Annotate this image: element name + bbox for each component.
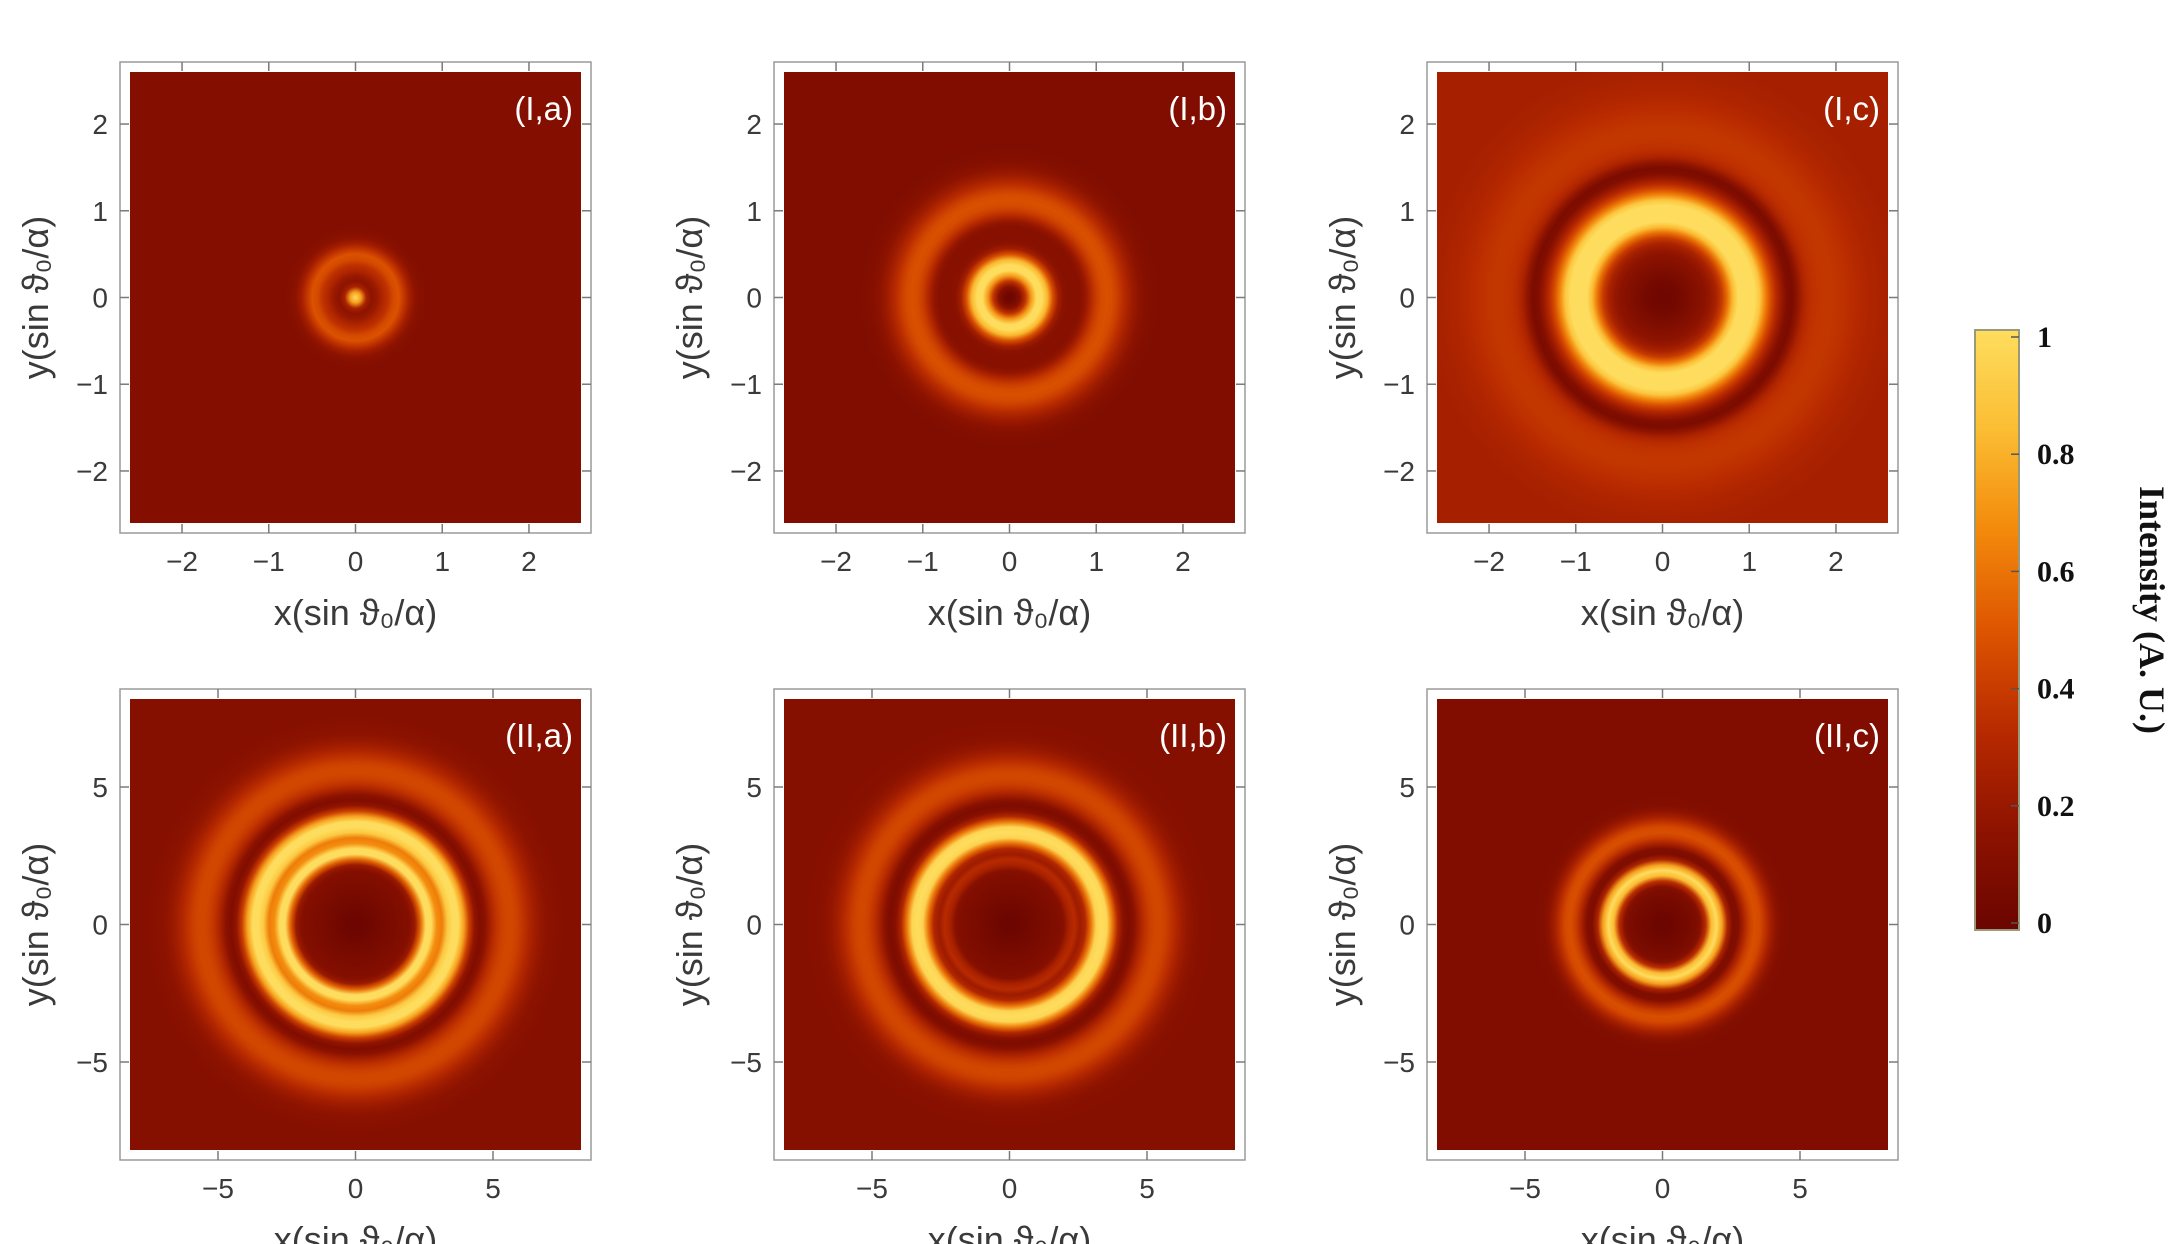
y-tick-label: 0	[746, 283, 762, 314]
x-tick-label: −5	[1509, 1173, 1541, 1204]
x-tick-label: −1	[1560, 546, 1592, 577]
colorbar-tick-label: 0.6	[2037, 555, 2075, 588]
y-tick-label: 1	[746, 196, 762, 227]
y-tick-label: 2	[746, 109, 762, 140]
y-tick-label: −5	[1383, 1047, 1415, 1078]
panel-label: (I,b)	[1168, 90, 1227, 127]
panel-1: −2 −1 0 1 2 −2 −1 0 1 2 x(sin ϑ₀/α) y(sin ϑ₀/α) (I,a…	[15, 61, 592, 633]
y-tick-label: 1	[92, 196, 108, 227]
y-tick-label: −2	[1383, 456, 1415, 487]
y-tick-label: 2	[1399, 109, 1415, 140]
y-tick-label: 5	[92, 772, 108, 803]
heatmap-image	[130, 72, 581, 523]
y-tick-label: −1	[730, 369, 762, 400]
x-tick-label: 0	[1655, 1173, 1671, 1204]
colorbar: 0 0.2 0.4 0.6 0.8 1 Intensity (A. U.)	[1974, 321, 2172, 940]
y-tick-label: 0	[1399, 910, 1415, 941]
x-tick-label: −2	[166, 546, 198, 577]
heatmap-image	[784, 699, 1235, 1150]
x-axis-label: x(sin ϑ₀/α)	[1581, 1219, 1744, 1244]
x-tick-label: −1	[253, 546, 285, 577]
colorbar-tick-label: 1	[2037, 321, 2052, 354]
x-tick-label: 1	[1741, 546, 1757, 577]
heatmap-image	[130, 699, 581, 1150]
y-tick-label: 0	[92, 910, 108, 941]
y-tick-label: −1	[1383, 369, 1415, 400]
x-tick-label: 1	[434, 546, 450, 577]
y-tick-label: −2	[730, 456, 762, 487]
colorbar-title: Intensity (A. U.)	[2132, 486, 2172, 734]
y-axis-label: y(sin ϑ₀/α)	[1322, 843, 1363, 1006]
colorbar-bar	[1974, 329, 2020, 931]
x-axis-label: x(sin ϑ₀/α)	[274, 1219, 437, 1244]
panel-4: −5 0 5 −5 0 5 x(sin ϑ₀/α) y(sin ϑ₀/α) (II,a)	[15, 688, 592, 1244]
x-tick-label: −5	[856, 1173, 888, 1204]
y-axis-label: y(sin ϑ₀/α)	[1322, 216, 1363, 379]
y-tick-label: 5	[1399, 772, 1415, 803]
panel-3: −2 −1 0 1 2 −2 −1 0 1 2 x(sin ϑ₀/α) y(sin ϑ₀/α) (I,c…	[1322, 61, 1899, 633]
panel-label: (II,c)	[1814, 717, 1880, 754]
panel-6: −5 0 5 −5 0 5 x(sin ϑ₀/α) y(sin ϑ₀/α) (II,c)	[1322, 688, 1899, 1244]
x-axis-label: x(sin ϑ₀/α)	[274, 592, 437, 633]
x-tick-label: −1	[907, 546, 939, 577]
x-tick-label: 0	[348, 546, 364, 577]
panel-label: (I,c)	[1823, 90, 1880, 127]
x-axis-label: x(sin ϑ₀/α)	[928, 592, 1091, 633]
panel-5: −5 0 5 −5 0 5 x(sin ϑ₀/α) y(sin ϑ₀/α) (II,b)	[669, 688, 1246, 1244]
y-tick-label: −5	[730, 1047, 762, 1078]
x-tick-label: 1	[1088, 546, 1104, 577]
x-tick-label: 2	[1175, 546, 1191, 577]
colorbar-tick-label: 0.8	[2037, 438, 2075, 471]
colorbar-tick-label: 0.2	[2037, 790, 2075, 823]
y-tick-label: −1	[76, 369, 108, 400]
x-tick-label: 0	[1002, 546, 1018, 577]
x-tick-label: −2	[1473, 546, 1505, 577]
x-tick-label: −5	[202, 1173, 234, 1204]
y-tick-label: 5	[746, 772, 762, 803]
x-axis-label: x(sin ϑ₀/α)	[928, 1219, 1091, 1244]
heatmap-image	[1437, 72, 1888, 523]
y-axis-label: y(sin ϑ₀/α)	[15, 843, 56, 1006]
y-axis-label: y(sin ϑ₀/α)	[669, 216, 710, 379]
y-tick-label: 0	[92, 283, 108, 314]
colorbar-tick-label: 0.4	[2037, 673, 2075, 706]
panel-label: (I,a)	[514, 90, 573, 127]
panel-2: −2 −1 0 1 2 −2 −1 0 1 2 x(sin ϑ₀/α) y(sin ϑ₀/α) (I,b…	[669, 61, 1246, 633]
x-tick-label: −2	[820, 546, 852, 577]
x-tick-label: 0	[1002, 1173, 1018, 1204]
panel-label: (II,a)	[505, 717, 573, 754]
y-axis-label: y(sin ϑ₀/α)	[15, 216, 56, 379]
y-tick-label: 2	[92, 109, 108, 140]
x-axis-label: x(sin ϑ₀/α)	[1581, 592, 1744, 633]
y-tick-label: 0	[746, 910, 762, 941]
x-tick-label: 5	[485, 1173, 501, 1204]
panel-label: (II,b)	[1159, 717, 1227, 754]
y-tick-label: 0	[1399, 283, 1415, 314]
heatmap-panels: −2 −1 0 1 2 −2 −1 0 1 2 x(sin ϑ₀/α) y(sin ϑ₀/α) (I,a…	[15, 61, 1899, 1244]
y-tick-label: −5	[76, 1047, 108, 1078]
y-tick-label: 1	[1399, 196, 1415, 227]
x-tick-label: 5	[1139, 1173, 1155, 1204]
x-tick-label: 0	[1655, 546, 1671, 577]
x-tick-label: 0	[348, 1173, 364, 1204]
x-tick-label: 5	[1792, 1173, 1808, 1204]
heatmap-image	[1437, 699, 1888, 1150]
y-axis-label: y(sin ϑ₀/α)	[669, 843, 710, 1006]
x-tick-label: 2	[521, 546, 537, 577]
x-tick-label: 2	[1828, 546, 1844, 577]
y-tick-label: −2	[76, 456, 108, 487]
heatmap-image	[784, 72, 1235, 523]
colorbar-tick-label: 0	[2037, 907, 2052, 940]
